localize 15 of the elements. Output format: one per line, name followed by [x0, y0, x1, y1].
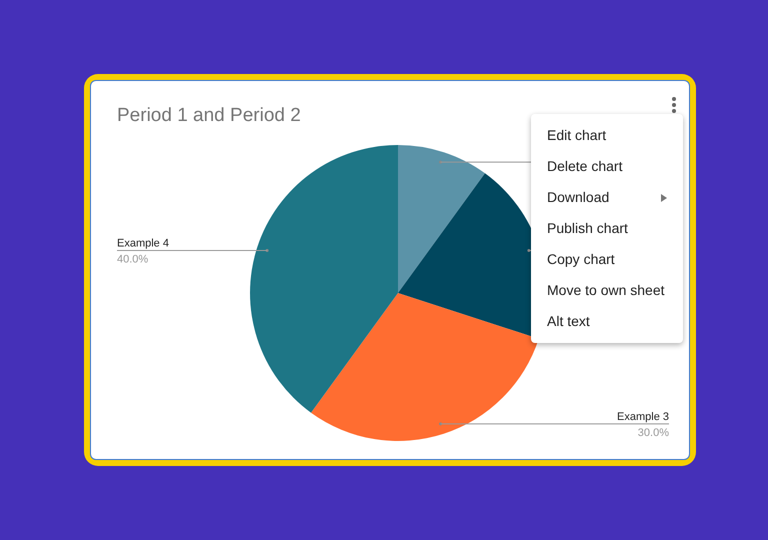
chart-title: Period 1 and Period 2	[117, 105, 301, 127]
pie-slice	[250, 145, 398, 413]
text: Move to own sheet	[546, 281, 666, 300]
text: Publish chart	[546, 219, 629, 238]
slice-label: Example 4	[117, 237, 169, 250]
text: Copy chart	[546, 250, 616, 269]
text: Download	[546, 188, 610, 207]
text: Delete chart	[546, 157, 624, 176]
pie-slice	[311, 293, 539, 441]
data-label: 30.0%	[638, 426, 670, 439]
slice-label: Example 3	[617, 410, 669, 423]
data-label: 40.0%	[117, 253, 148, 266]
pie-slice	[398, 145, 485, 293]
text: Edit chart	[546, 126, 608, 145]
text: Alt text	[546, 312, 591, 331]
